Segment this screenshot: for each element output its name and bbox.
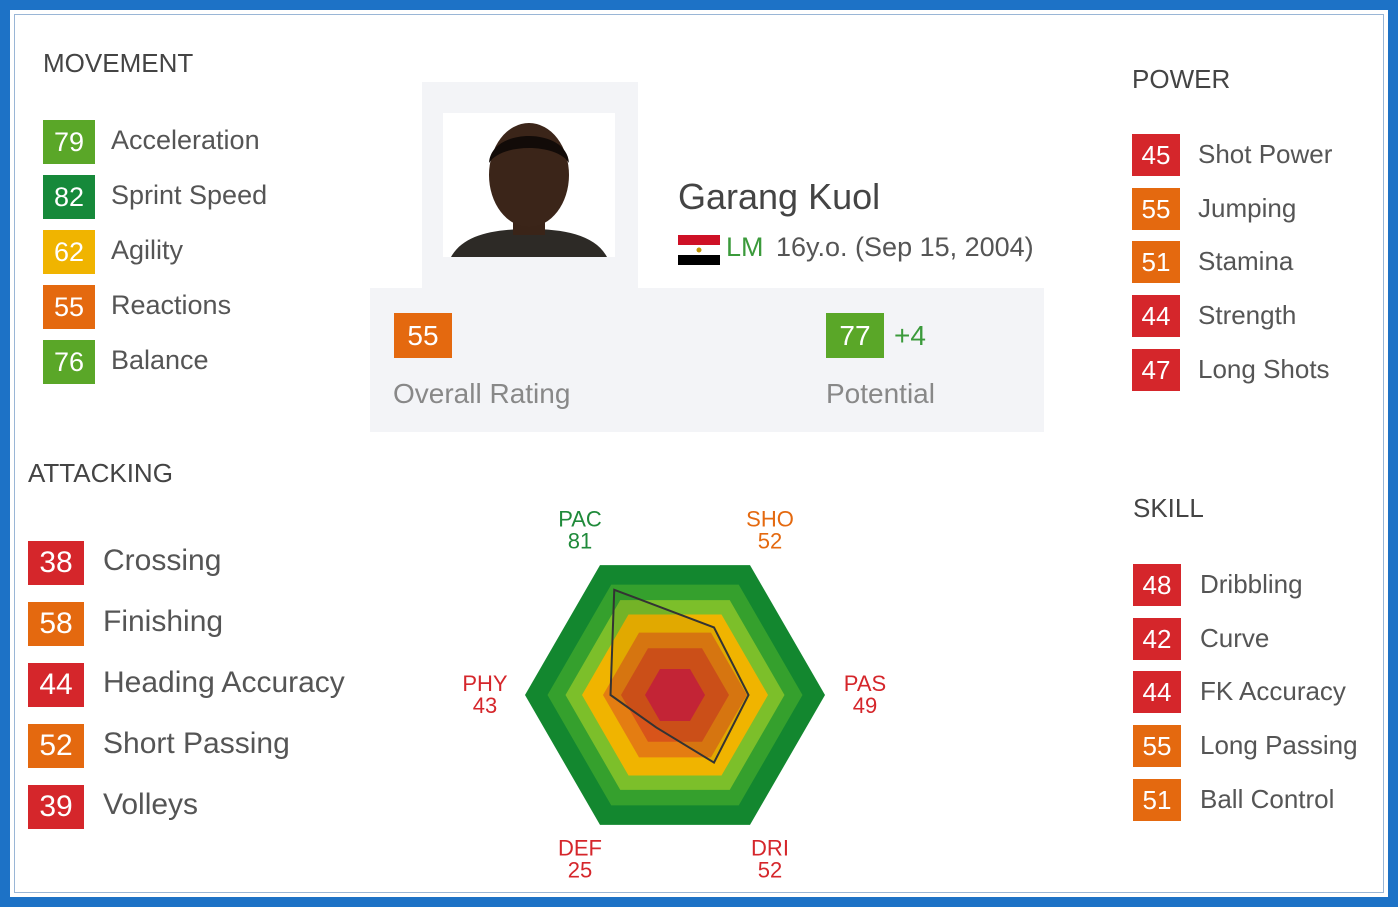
radar-value-label: 52 [758,528,782,553]
stat-badge: 79 [43,120,95,164]
potential-label: Potential [826,378,935,409]
stat-label: Sprint Speed [111,180,268,211]
stat-badge: 45 [1132,134,1180,176]
stat-badge: 39 [28,785,84,829]
stat-badge: 82 [43,175,95,219]
stat-badge: 38 [28,541,84,585]
player-name: Garang Kuol [678,176,881,217]
section-title: SKILL [1133,493,1204,523]
stat-badge: 44 [1132,295,1180,338]
radar-axis-label: SHO [746,506,794,531]
radar-value-label: 52 [758,858,782,883]
stat-label: Finishing [103,605,224,639]
stat-badge: 44 [28,663,84,707]
stat-label: Reactions [111,290,232,321]
stat-label: Volleys [103,788,199,822]
stat-badge: 55 [1133,725,1181,768]
hair [489,136,569,163]
radar-value-label: 43 [473,693,497,718]
stat-badge: 51 [1132,241,1180,284]
position: LM [726,232,764,262]
stat-label: Heading Accuracy [103,666,345,700]
radar-band [645,669,705,721]
flag-emblem [696,247,702,253]
stat-badge: 76 [43,340,95,384]
overall-badge: 55 [394,313,452,358]
section-title: MOVEMENT [43,48,194,78]
stat-badge: 47 [1132,348,1180,391]
radar-value-label: 25 [568,858,592,883]
section-title: ATTACKING [28,458,173,488]
stat-badge: 55 [1132,187,1180,230]
radar-axis-label: DEF [558,836,602,861]
overall-label: Overall Rating [393,378,571,409]
flag [678,235,720,265]
stat-label: Long Shots [1198,353,1330,384]
radar-axis-label: DRI [751,836,789,861]
stat-badge: 51 [1133,778,1181,821]
stat-label: Stamina [1198,246,1294,277]
stat-label: Acceleration [111,125,260,156]
stat-badge: 58 [28,602,84,646]
stat-label: Strength [1198,299,1297,330]
stat-label: Agility [111,235,184,266]
radar-axis-label: PHY [462,671,508,696]
rating-panel [370,288,1044,432]
stat-label: Ball Control [1200,783,1335,814]
stat-badge: 62 [43,230,95,274]
stat-label: Crossing [103,544,222,578]
stat-label: Dribbling [1200,568,1303,599]
stat-badge: 48 [1133,564,1181,606]
flag-stripe [678,255,720,265]
radar-axis-label: PAC [558,506,602,531]
player-photo [451,123,607,257]
radar-value-label: 49 [853,693,877,718]
stat-badge: 42 [1133,617,1181,660]
flag-stripe [678,235,720,245]
stat-label: FK Accuracy [1200,676,1346,707]
stat-badge: 55 [43,285,95,329]
potential-badge: 77 [826,313,884,358]
stat-label: Curve [1200,622,1270,653]
player-info: 16y.o. (Sep 15, 2004) [776,232,1034,262]
potential-change: +4 [894,320,926,351]
radar-shape [609,588,750,764]
stat-label: Shot Power [1198,138,1333,169]
stat-label: Balance [111,345,209,376]
shoulders [451,229,607,257]
stat-label: Short Passing [103,727,290,761]
stat-badge: 44 [1133,671,1181,714]
radar-value-label: 81 [568,528,592,553]
frame [14,14,1384,893]
stat-label: Long Passing [1200,729,1358,760]
stat-badge: 52 [28,724,84,768]
section-title: POWER [1132,64,1231,94]
radar-axis-label: PAS [844,671,886,696]
stat-label: Jumping [1198,192,1297,223]
photo-frame [443,113,615,257]
